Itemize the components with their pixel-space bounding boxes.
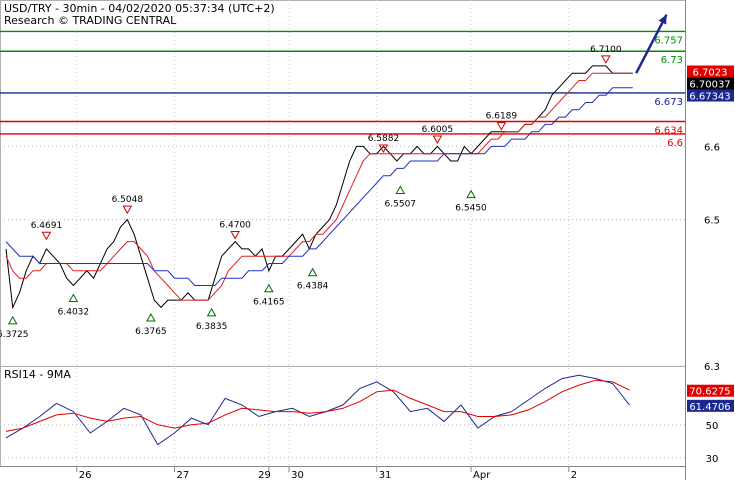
grid — [0, 0, 685, 466]
annotations: 6.4691 6.5048 6.4700 6.5882 6.6005 6.6189 6.71… — [0, 45, 622, 340]
high-marker-icon — [41, 231, 52, 241]
current-value-label: 6.67343 — [689, 92, 730, 103]
low-label: 6.4384 — [297, 282, 329, 292]
low-label: 6.4032 — [58, 307, 90, 317]
x-tick-label: 27 — [177, 470, 190, 480]
low-marker-icon — [146, 312, 156, 322]
low-marker-icon — [206, 307, 217, 317]
rsi-y-tick-label: 30 — [706, 454, 719, 465]
rsi-line — [5, 374, 630, 446]
current-value-label: 6.70037 — [689, 80, 730, 91]
high-label: 6.4691 — [31, 221, 63, 231]
low-marker-icon — [68, 293, 79, 302]
high-label: 6.5882 — [368, 134, 400, 144]
high-marker-icon — [600, 55, 611, 64]
low-marker-icon — [466, 189, 476, 199]
low-marker-icon — [7, 315, 18, 325]
price-series — [5, 65, 633, 310]
x-axis: 26 27 29 30 31 Apr 2 — [76, 466, 577, 480]
chart-title: USD/TRY - 30min - 04/02/2020 05:37:34 (U… — [4, 2, 275, 15]
projection-arrow-icon — [658, 14, 667, 25]
x-tick-label: 26 — [79, 470, 92, 480]
rsi-ma-line — [5, 379, 630, 432]
level-label: 6.73 — [661, 55, 683, 66]
current-value-box — [687, 77, 734, 90]
low-marker-icon — [307, 267, 318, 277]
projection — [635, 14, 668, 74]
current-value-box — [687, 89, 734, 102]
x-tick-label: 29 — [258, 470, 271, 480]
high-marker-icon — [496, 122, 507, 131]
chart-subtitle: Research © TRADING CENTRAL — [4, 14, 177, 27]
high-marker-icon — [432, 135, 443, 145]
current-value-label: 70.6275 — [689, 387, 730, 398]
level-label: 6.673 — [654, 97, 683, 108]
current-value-label: 61.4706 — [689, 402, 730, 413]
x-tick-label: 2 — [571, 470, 577, 480]
price-y-tick-label: 6.3 — [704, 362, 720, 373]
ma-fast-line — [5, 72, 633, 301]
projection-arrow-line — [635, 14, 668, 74]
rsi-series — [5, 374, 630, 446]
low-marker-icon — [395, 185, 406, 194]
low-label: 6.4165 — [253, 298, 285, 308]
low-label: 6.3835 — [196, 322, 228, 332]
low-label: 6.5507 — [385, 199, 417, 209]
low-label: 6.3725 — [0, 330, 28, 340]
low-label: 6.3765 — [135, 327, 167, 337]
current-value-label: 6.7023 — [693, 68, 728, 79]
level-label: 6.757 — [654, 35, 683, 46]
high-label: 6.5048 — [112, 195, 144, 205]
high-label: 6.6005 — [422, 125, 454, 135]
indicator-panel-frame — [0, 366, 686, 467]
level-label: 6.634 — [654, 126, 683, 137]
rsi-y-tick-label: 50 — [706, 421, 719, 432]
high-label: 6.6189 — [486, 112, 518, 122]
high-label: 6.7100 — [590, 45, 622, 55]
y-axis: 6.3 6.5 6.6 30 50 — [704, 142, 720, 464]
x-tick-label: 31 — [379, 470, 392, 480]
high-marker-icon — [122, 205, 133, 215]
ma-slow-line — [5, 87, 633, 286]
low-label: 6.5450 — [455, 204, 487, 214]
low-marker-icon — [263, 283, 274, 293]
high-marker-icon — [230, 231, 241, 240]
x-tick-label: Apr — [473, 470, 491, 480]
price-y-tick-label: 6.6 — [704, 142, 720, 153]
high-label: 6.4700 — [219, 221, 251, 231]
current-value-box — [687, 384, 734, 397]
x-tick-label: 30 — [291, 470, 304, 480]
price-y-tick-label: 6.5 — [704, 216, 720, 227]
indicator-title: RSI14 - 9MA — [4, 368, 71, 381]
high-marker-icon — [378, 144, 389, 154]
level-label: 6.6 — [667, 138, 683, 149]
current-value-box — [687, 399, 734, 412]
current-value-box — [687, 65, 734, 78]
